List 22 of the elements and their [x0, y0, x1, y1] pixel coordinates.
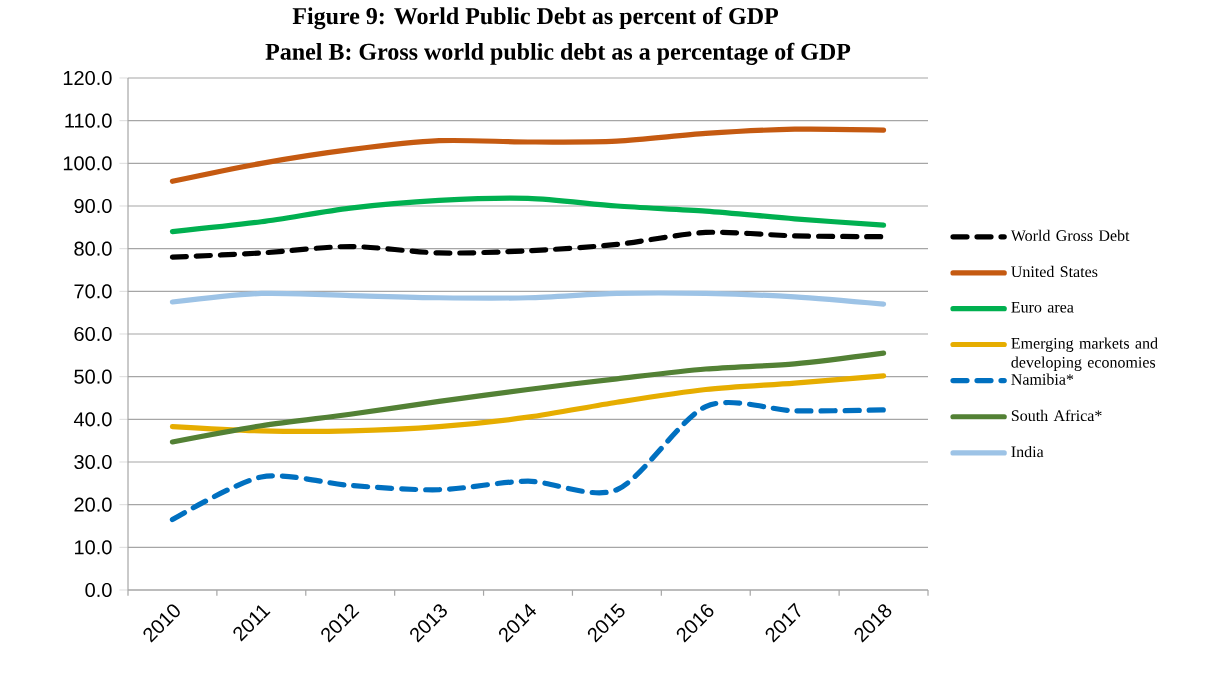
- legend-label: Euro area: [1011, 301, 1074, 313]
- y-tick-label: 90.0: [74, 198, 112, 214]
- y-tick-label: 0.0: [85, 582, 112, 598]
- y-tick-label: 110.0: [65, 113, 112, 128]
- y-tick-label: 40.0: [73, 412, 112, 427]
- legend-label: World Gross Debt: [1010, 229, 1130, 242]
- legend-label: South Africa*: [1011, 409, 1102, 422]
- legend-label: Namibia*: [1011, 373, 1074, 385]
- y-tick-label: 80.0: [74, 241, 112, 256]
- legend-label: United States: [1011, 265, 1098, 278]
- y-tick-label: 60.0: [74, 326, 112, 342]
- y-tick-label: 20.0: [74, 497, 112, 512]
- y-tick-label: 30.0: [74, 454, 112, 470]
- y-tick-label: 70.0: [74, 284, 112, 299]
- y-tick-label: 100.0: [63, 156, 112, 171]
- chart-subtitle: Panel B: Gross world public debt as a percentage of GDP: [265, 42, 851, 65]
- y-tick-label: 50.0: [74, 369, 112, 384]
- y-tick-label: 10.0: [75, 540, 112, 555]
- chart-title: Figure 9: World Public Debt as percent of GDP: [292, 7, 779, 30]
- y-tick-label: 120.0: [63, 70, 112, 86]
- legend-label: Emerging markets and developing economies: [1011, 337, 1158, 371]
- legend-label: India: [1011, 445, 1044, 458]
